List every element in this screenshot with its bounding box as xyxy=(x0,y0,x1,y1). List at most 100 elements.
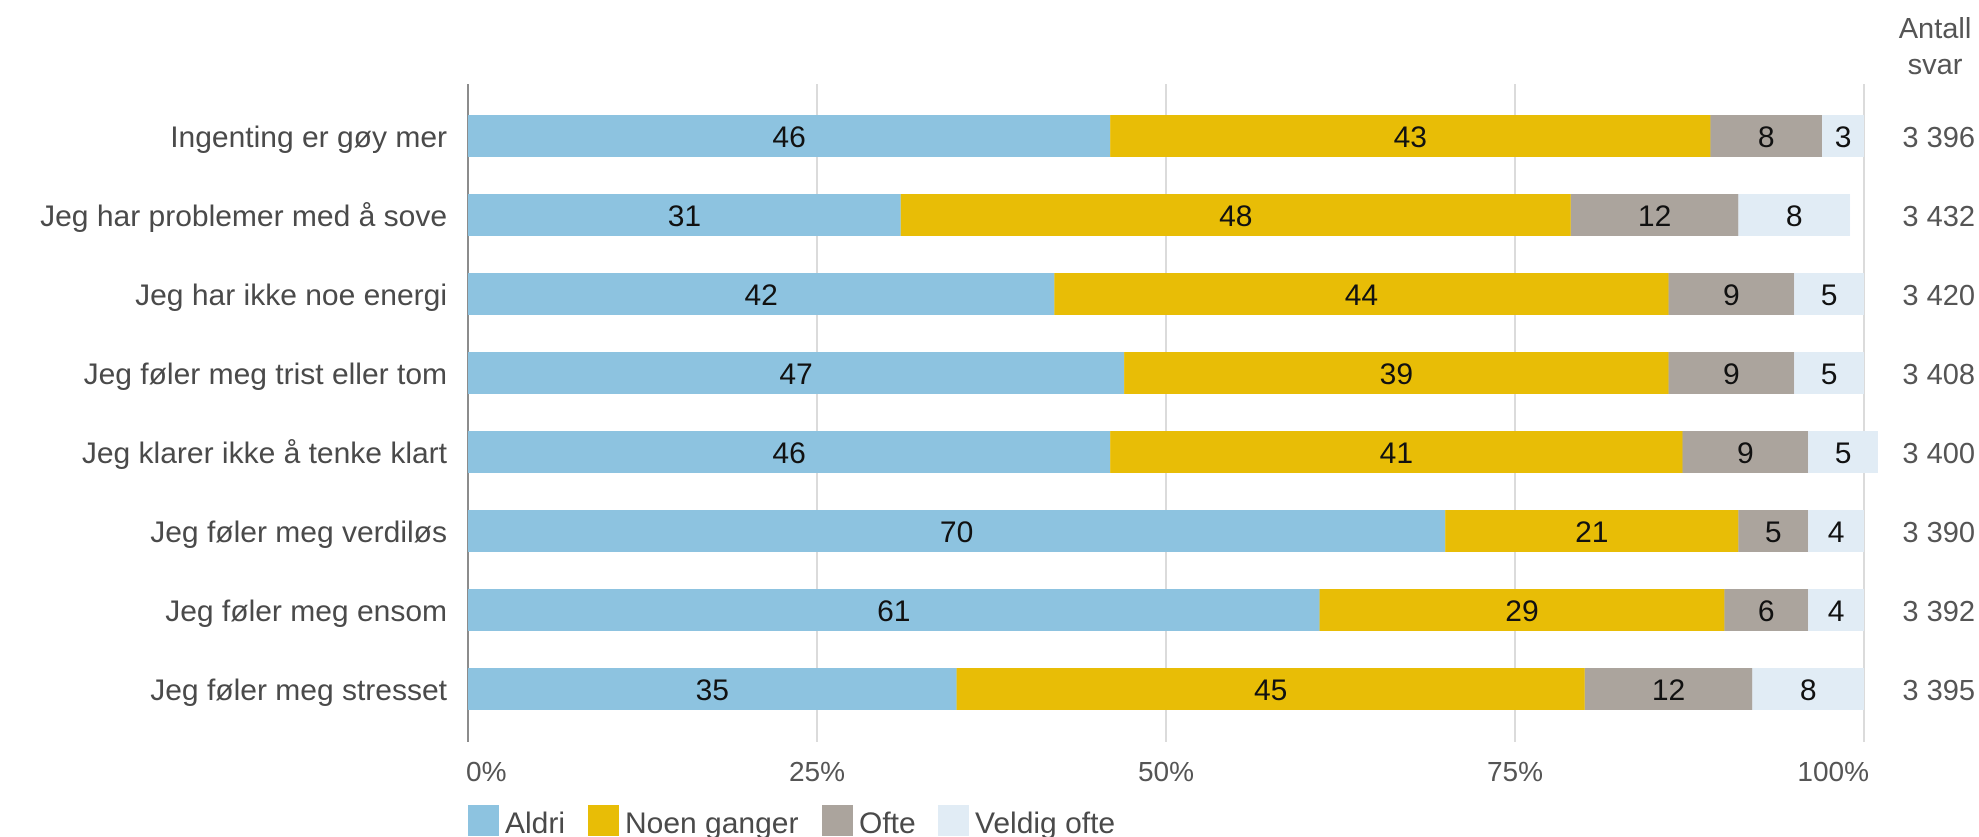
category-label: Ingenting er gøy mer xyxy=(170,121,447,154)
category-label: Jeg føler meg trist eller tom xyxy=(84,358,447,391)
data-label: 9 xyxy=(1723,358,1740,391)
response-count: 3 420 xyxy=(1902,280,1975,312)
count-header: Antall xyxy=(1899,13,1972,45)
data-label: 9 xyxy=(1737,437,1754,470)
data-label: 21 xyxy=(1575,516,1608,549)
count-header: svar xyxy=(1908,49,1963,81)
data-label: 5 xyxy=(1835,437,1852,470)
bar-segment xyxy=(1794,352,1864,394)
bar-segment xyxy=(1682,431,1809,473)
legend-label: Veldig ofte xyxy=(975,807,1115,837)
bar-segment xyxy=(1319,589,1725,631)
data-label: 43 xyxy=(1394,121,1427,154)
bar-segment xyxy=(1724,589,1809,631)
bar-segment xyxy=(1808,431,1878,473)
bars xyxy=(468,115,1878,710)
data-label: 4 xyxy=(1828,516,1845,549)
category-label: Jeg føler meg verdiløs xyxy=(150,516,447,549)
response-count: 3 408 xyxy=(1902,359,1975,391)
legend-swatch xyxy=(938,805,969,836)
response-count: 3 390 xyxy=(1902,517,1975,549)
data-label: 8 xyxy=(1786,200,1803,233)
response-count: 3 400 xyxy=(1902,438,1975,470)
legend-label: Aldri xyxy=(505,807,565,837)
data-label: 39 xyxy=(1380,358,1413,391)
bar-segment xyxy=(1124,352,1669,394)
data-label: 5 xyxy=(1821,279,1838,312)
bar-segment xyxy=(468,115,1111,157)
bar-segment xyxy=(468,352,1125,394)
gridlines xyxy=(467,84,1865,742)
bar-segment xyxy=(1054,273,1669,315)
bar-segment xyxy=(468,510,1446,552)
bar-segment xyxy=(1808,510,1864,552)
bar-segment xyxy=(1752,668,1864,710)
bar-segment xyxy=(956,668,1585,710)
category-labels: Ingenting er gøy mer Jeg har problemer me… xyxy=(40,121,448,707)
legend-swatch xyxy=(588,805,619,836)
bar-segment xyxy=(468,273,1055,315)
data-label: 46 xyxy=(772,121,805,154)
bar-segment xyxy=(1738,510,1809,552)
data-label: 4 xyxy=(1828,595,1845,628)
legend-label: Noen ganger xyxy=(625,807,798,837)
bar-segment xyxy=(1570,194,1739,236)
bar-segment xyxy=(1445,510,1739,552)
data-label: 29 xyxy=(1505,595,1538,628)
bar-segment xyxy=(900,194,1571,236)
x-axis-ticks: 0% 25% 50% 75% 100% xyxy=(466,756,1869,787)
response-count: 3 396 xyxy=(1902,122,1975,154)
data-label: 12 xyxy=(1638,200,1671,233)
bar-segment xyxy=(468,668,957,710)
category-label: Jeg har ikke noe energi xyxy=(135,279,447,312)
x-tick-label: 75% xyxy=(1487,756,1543,787)
response-counts: 3 396 3 432 3 420 3 408 3 400 3 390 3 392 3 395… xyxy=(1899,13,1975,707)
bar-segment xyxy=(1110,431,1683,473)
response-count: 3 392 xyxy=(1902,596,1975,628)
category-label: Jeg føler meg ensom xyxy=(165,595,447,628)
data-label: 48 xyxy=(1219,200,1252,233)
legend-swatch xyxy=(822,805,853,836)
data-label: 5 xyxy=(1821,358,1838,391)
category-label: Jeg har problemer med å sove xyxy=(40,200,447,233)
x-tick-label: 25% xyxy=(789,756,845,787)
data-label: 12 xyxy=(1652,674,1685,707)
bar-segment xyxy=(1808,589,1864,631)
bar-segment xyxy=(1738,194,1851,236)
legend-swatch xyxy=(468,805,499,836)
data-label: 42 xyxy=(744,279,777,312)
data-label: 46 xyxy=(772,437,805,470)
bar-segment xyxy=(1794,273,1864,315)
bar-segment xyxy=(1584,668,1753,710)
data-label: 3 xyxy=(1835,121,1852,154)
data-label: 31 xyxy=(668,200,701,233)
bar-segment xyxy=(468,194,901,236)
segment-labels: 46 43 8 331 48 12 842 44 9 547 39 9 546 41 9 570 21 5 461 2… xyxy=(668,121,1852,707)
bar-segment xyxy=(1822,115,1864,157)
x-tick-label: 100% xyxy=(1797,756,1869,787)
category-label: Jeg føler meg stresset xyxy=(150,674,447,707)
bar-segment xyxy=(1668,352,1795,394)
response-count: 3 432 xyxy=(1902,201,1975,233)
data-label: 8 xyxy=(1758,121,1775,154)
data-label: 5 xyxy=(1765,516,1782,549)
data-label: 6 xyxy=(1758,595,1775,628)
bar-segment xyxy=(1668,273,1795,315)
data-label: 47 xyxy=(779,358,812,391)
category-label: Jeg klarer ikke å tenke klart xyxy=(82,437,448,470)
x-tick-label: 0% xyxy=(466,756,506,787)
data-label: 61 xyxy=(877,595,910,628)
legend: Aldri Noen ganger Ofte Veldig ofte xyxy=(468,805,1115,837)
data-label: 70 xyxy=(940,516,973,549)
response-count: 3 395 xyxy=(1902,675,1975,707)
data-label: 44 xyxy=(1345,279,1378,312)
x-tick-label: 50% xyxy=(1138,756,1194,787)
bar-segment xyxy=(468,431,1111,473)
data-label: 9 xyxy=(1723,279,1740,312)
legend-label: Ofte xyxy=(859,807,916,837)
bar-segment xyxy=(468,589,1320,631)
data-label: 45 xyxy=(1254,674,1287,707)
data-label: 41 xyxy=(1380,437,1413,470)
data-label: 8 xyxy=(1800,674,1817,707)
